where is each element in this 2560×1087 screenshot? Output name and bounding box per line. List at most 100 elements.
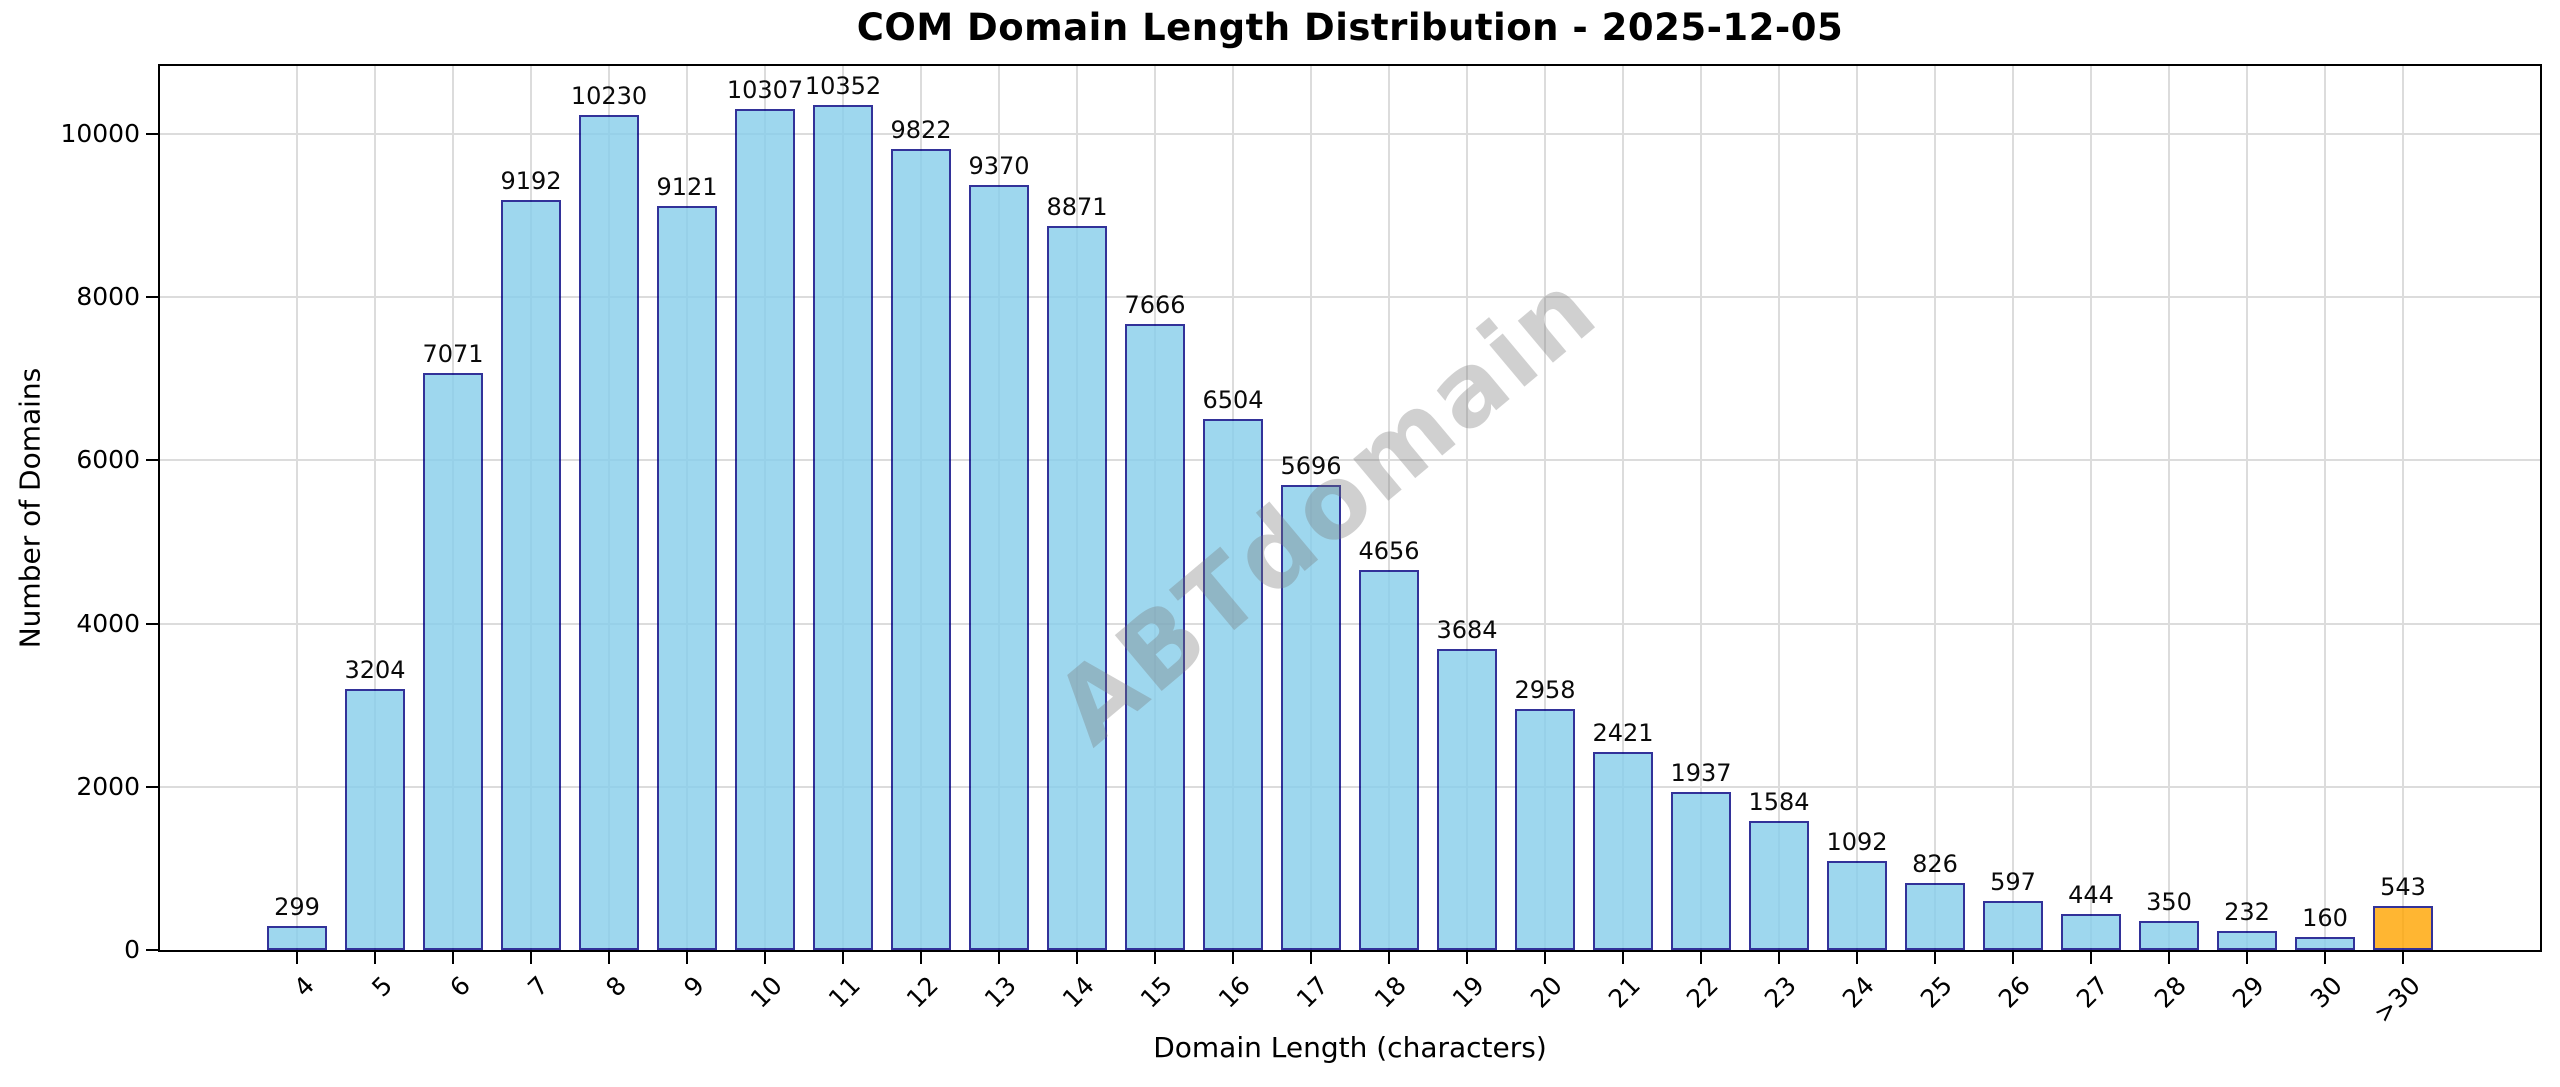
bar — [1827, 860, 1887, 950]
x-tick-label: 12 — [901, 970, 945, 1014]
x-tick — [1310, 952, 1312, 964]
gridline-v — [2012, 66, 2014, 950]
x-tick-label: 20 — [1525, 970, 1569, 1014]
bar-value-label: 10352 — [804, 72, 882, 101]
gridline-h — [160, 296, 2540, 299]
bar — [345, 688, 405, 950]
x-tick — [1934, 952, 1936, 964]
gridline-h — [160, 459, 2540, 462]
gridline-v — [1700, 66, 1702, 950]
bar-value-label: 2958 — [1514, 675, 1576, 704]
x-tick-label: >30 — [2368, 970, 2427, 1029]
bar-value-label: 1092 — [1826, 827, 1888, 856]
gridline-v — [1544, 66, 1546, 950]
gridline-v — [1388, 66, 1390, 950]
x-tick — [374, 952, 376, 964]
y-axis-title: Number of Domains — [13, 367, 47, 649]
bar-value-label: 3684 — [1436, 616, 1498, 645]
x-tick — [1856, 952, 1858, 964]
bar-value-label: 10230 — [570, 82, 648, 111]
x-tick — [296, 952, 298, 964]
x-tick-label: 29 — [2227, 970, 2271, 1014]
bar — [579, 115, 639, 950]
bar — [657, 205, 717, 950]
y-tick-label: 4000 — [76, 608, 140, 638]
gridline-v — [1934, 66, 1936, 950]
gridline-h — [160, 133, 2540, 135]
x-tick — [2012, 952, 2014, 964]
x-tick — [1388, 952, 1390, 964]
x-tick — [764, 952, 766, 964]
bar-value-label: 7071 — [422, 340, 484, 368]
x-tick-label: 7 — [522, 970, 555, 1003]
bar — [2217, 931, 2277, 950]
x-tick — [2324, 952, 2326, 964]
bar — [2373, 905, 2433, 950]
bar — [891, 148, 951, 950]
x-tick-label: 28 — [2149, 970, 2193, 1014]
bar — [2295, 936, 2355, 950]
y-tick — [146, 949, 158, 951]
chart-title: COM Domain Length Distribution - 2025-12… — [856, 6, 1844, 49]
x-tick — [998, 952, 1000, 964]
bar — [267, 925, 327, 950]
gridline-v — [1856, 66, 1858, 950]
bar — [1515, 708, 1575, 950]
x-tick-label: 13 — [979, 970, 1023, 1014]
bar — [1983, 901, 2043, 950]
x-tick — [2090, 952, 2092, 964]
y-tick-label: 0 — [124, 935, 140, 964]
x-tick — [1076, 952, 1078, 964]
y-tick — [146, 133, 158, 135]
bar-value-label: 160 — [2302, 903, 2348, 932]
y-tick-label: 8000 — [76, 282, 140, 312]
x-tick-label: 4 — [288, 970, 321, 1003]
bar-value-label: 4656 — [1358, 537, 1420, 566]
x-tick — [452, 952, 454, 964]
bar-value-label: 1937 — [1670, 758, 1732, 787]
x-tick-label: 8 — [600, 970, 633, 1003]
bar-value-label: 2421 — [1592, 719, 1654, 748]
x-tick — [842, 952, 844, 964]
gridline-v — [1622, 66, 1624, 950]
bar-value-label: 9822 — [890, 115, 952, 144]
x-tick — [2246, 952, 2248, 964]
bar — [1359, 570, 1419, 950]
y-tick — [146, 785, 158, 788]
bar — [1047, 226, 1107, 950]
bar-value-label: 350 — [2146, 888, 2192, 917]
y-tick-label: 6000 — [76, 445, 140, 475]
x-tick — [2168, 952, 2170, 964]
bar — [1593, 752, 1653, 950]
x-tick-label: 10 — [745, 970, 789, 1014]
bar-value-label: 9192 — [500, 166, 562, 195]
x-tick-label: 30 — [2305, 970, 2349, 1014]
bar-value-label: 232 — [2224, 898, 2270, 927]
bar-value-label: 10307 — [726, 75, 804, 104]
x-tick — [1700, 952, 1702, 964]
bar — [501, 199, 561, 950]
x-tick — [920, 952, 922, 964]
x-tick-label: 5 — [366, 970, 399, 1003]
gridline-v — [2090, 66, 2092, 950]
bar-value-label: 1584 — [1748, 787, 1810, 816]
gridline-v — [2246, 66, 2248, 950]
x-tick — [1232, 952, 1234, 964]
x-tick — [1778, 952, 1780, 964]
plot-area: ABTdomain — [158, 64, 2542, 952]
x-tick-label: 27 — [2071, 970, 2115, 1014]
bar — [735, 108, 795, 950]
x-tick — [1544, 952, 1546, 964]
gridline-h — [160, 622, 2540, 625]
x-tick — [1154, 952, 1156, 964]
bar-value-label: 826 — [1912, 849, 1958, 878]
gridline-v — [296, 66, 298, 950]
gridline-v — [2168, 66, 2170, 950]
bar-value-label: 3204 — [344, 655, 406, 684]
x-tick — [2402, 952, 2404, 964]
bar-value-label: 299 — [274, 892, 320, 921]
bar — [2139, 921, 2199, 950]
gridline-v — [1778, 66, 1780, 950]
x-tick-label: 6 — [444, 970, 477, 1003]
